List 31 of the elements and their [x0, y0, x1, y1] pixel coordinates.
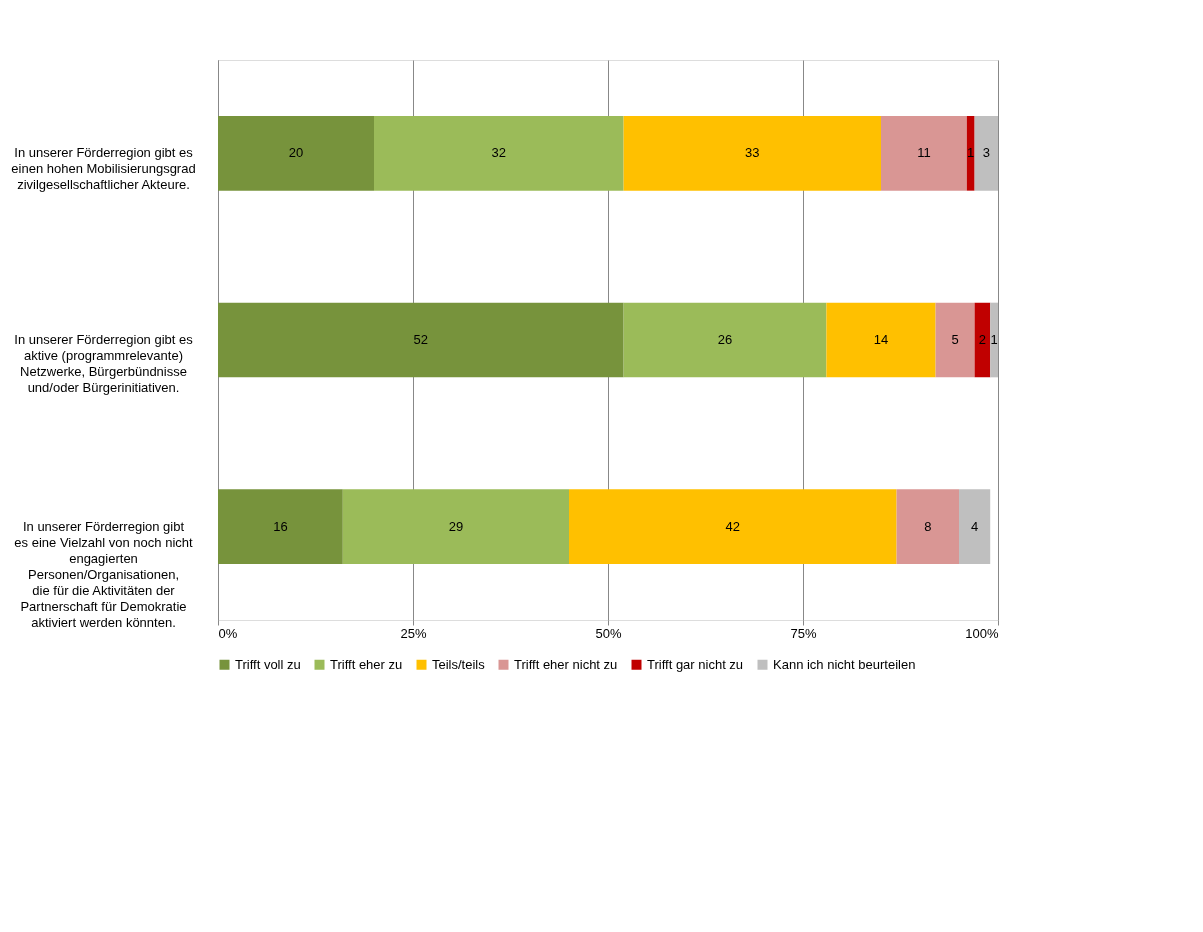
y-tick-label: In unserer Förderregion gibt es eine Vielzahl von noch nicht engagierten Personen/Organisationen, die für die Aktivitäten der Partnerschaft für Demokratie aktiviert werden könnten. — [14, 518, 194, 630]
data-label: 4 — [970, 518, 979, 534]
data-label: 2 — [978, 332, 987, 347]
legend-label: Trifft voll zu — [235, 656, 301, 672]
data-label: 33 — [745, 145, 760, 161]
y-tick-label: In unserer Förderregion gibt es einen hohen Mobilisierungsgrad zivilgesellschaftlicher Akteure. — [11, 145, 196, 193]
x-tick-label: 25% — [400, 625, 427, 641]
legend-label: Trifft eher nicht zu — [514, 656, 618, 672]
data-label: 29 — [448, 518, 464, 534]
data-label: 3 — [982, 145, 990, 161]
x-tick-label: 75% — [790, 625, 817, 641]
data-label: 16 — [273, 518, 288, 534]
data-label: 52 — [413, 332, 429, 347]
legend-label: Trifft eher zu — [330, 656, 403, 672]
data-label: 14 — [873, 332, 889, 347]
data-label: 1 — [967, 145, 975, 161]
x-tick-label: 50% — [595, 625, 622, 641]
legend-label: Kann ich nicht beurteilen — [773, 656, 916, 672]
data-label: 42 — [725, 518, 741, 534]
y-tick-label: In unserer Förderregion gibt es aktive (programmrelevante) Netzwerke, Bürgerbündnisse und/oder Bürgerinitiativen. — [14, 332, 194, 395]
legend-label: Teils/teils — [432, 656, 486, 672]
data-label: 1 — [990, 332, 998, 347]
data-label: 32 — [491, 145, 507, 161]
legend-label: Trifft gar nicht zu — [647, 656, 744, 672]
x-tick-label: 0% — [218, 625, 238, 641]
data-label: 11 — [917, 145, 931, 161]
data-label: 26 — [717, 332, 733, 347]
x-tick-label: 100% — [965, 625, 999, 641]
data-label: 20 — [288, 145, 304, 161]
data-label: 8 — [924, 518, 932, 534]
data-label: 5 — [951, 332, 959, 347]
